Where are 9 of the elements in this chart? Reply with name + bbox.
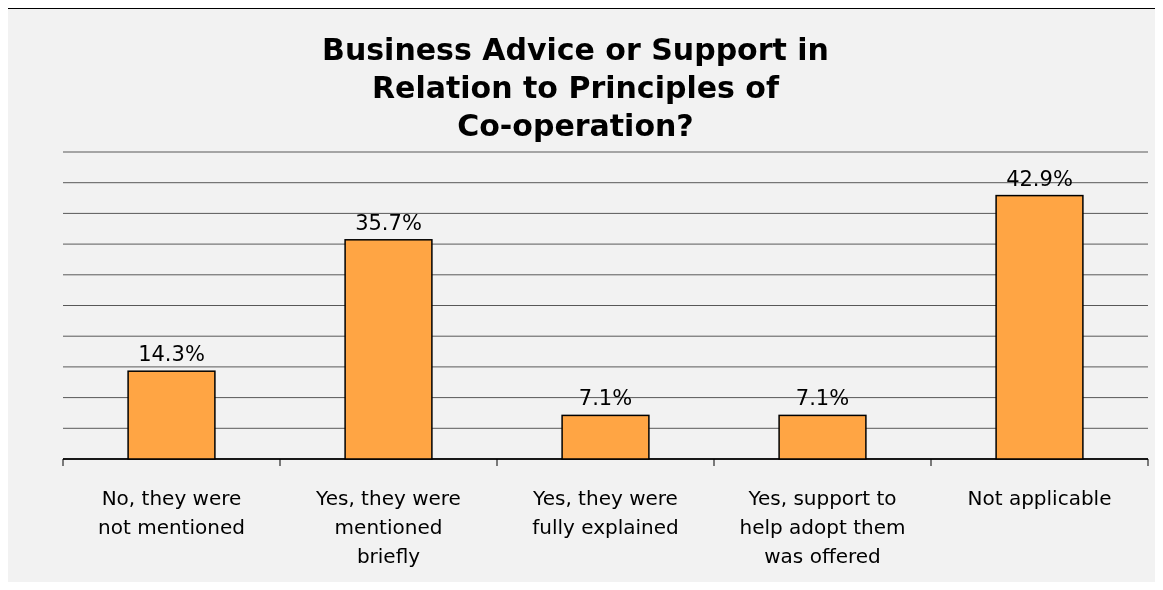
x-tick-label: Yes, support to help adopt them was offered [739, 486, 906, 568]
data-label: 42.9% [1006, 166, 1073, 191]
data-label: 35.7% [355, 210, 422, 235]
x-tick-label: No, they were not mentioned [98, 486, 245, 539]
data-label: 14.3% [138, 342, 205, 367]
x-tick-label: Not applicable [967, 486, 1112, 510]
x-tick-label: Yes, they were mentioned briefly [315, 486, 461, 568]
chart-title: Business Advice or Support in Relation to Principles of Co-operation? [322, 32, 829, 143]
x-tick-label: Yes, they were fully explained [532, 486, 679, 539]
